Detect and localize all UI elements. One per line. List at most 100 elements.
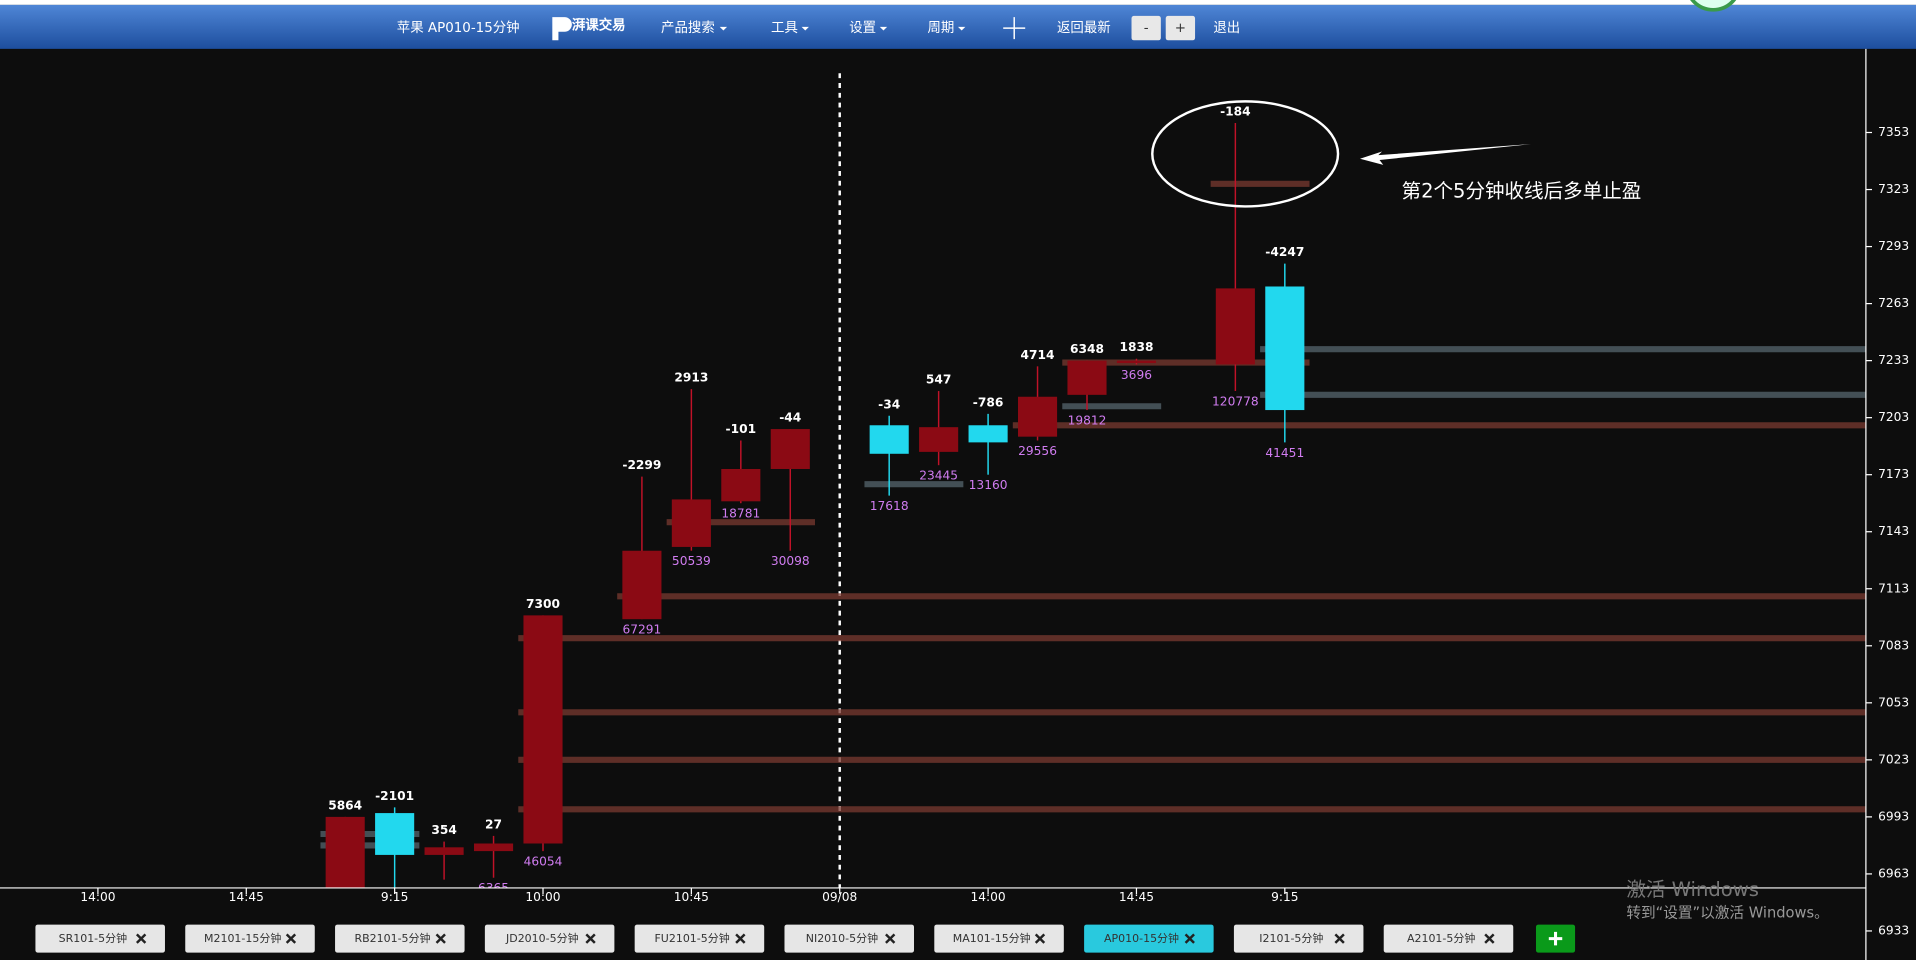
x-tick-label: 14:00	[971, 890, 1006, 904]
tab[interactable]	[484, 924, 615, 953]
plot: 5864 -2101 354 27 6365 7300 46054 -2299 67291 291…	[320, 73, 1866, 888]
y-tick-label: 6963	[1878, 866, 1909, 880]
tab-close[interactable]	[285, 933, 297, 944]
bottom-label: 46054	[524, 855, 563, 869]
tab[interactable]	[335, 924, 465, 953]
top-label: -2299	[622, 458, 661, 472]
caret	[958, 26, 966, 31]
candle-body	[1067, 360, 1107, 395]
tab-label: A2101-5分钟	[1407, 931, 1475, 945]
tab-label: NI2010-5分钟	[806, 931, 878, 945]
tab-close[interactable]	[735, 933, 746, 944]
x-tick-label: 9:15	[1271, 890, 1298, 904]
candle-body	[968, 425, 1008, 443]
candle-body	[671, 499, 711, 547]
candle-body	[424, 847, 464, 855]
tab-close[interactable]	[1034, 933, 1046, 944]
bottom-label: 50539	[672, 554, 711, 568]
y-tick-label: 7353	[1878, 125, 1909, 139]
candle-body	[919, 427, 959, 452]
top-label: 4714	[1021, 348, 1055, 362]
candle-body	[375, 813, 415, 855]
top-label: -184	[1220, 105, 1251, 119]
bottom-label: 18781	[721, 507, 760, 521]
highlight-ellipse	[1151, 100, 1340, 208]
top-label: 2913	[674, 371, 708, 385]
tab[interactable]	[1084, 924, 1214, 953]
add-icon	[1548, 931, 1563, 946]
y-tick-label: 7233	[1878, 353, 1909, 367]
menu-item[interactable]: 周期	[927, 20, 954, 36]
watermark: 激活 Windows	[1626, 878, 1758, 901]
bottom-label: 3696	[1121, 368, 1152, 382]
candle-body	[869, 425, 909, 454]
tab-close[interactable]	[135, 933, 147, 944]
bottom-label: 41451	[1265, 446, 1304, 460]
top-label: 354	[431, 823, 456, 837]
bottom-label: 17618	[870, 499, 909, 513]
plus-button[interactable]	[1165, 15, 1196, 41]
x-tick-label: 14:45	[229, 890, 264, 904]
tab[interactable]	[35, 924, 165, 953]
bottom-label: 23445	[919, 469, 958, 483]
tab-close[interactable]	[585, 933, 596, 944]
tab[interactable]	[934, 924, 1064, 953]
exit[interactable]: 退出	[1213, 20, 1240, 36]
bottom-label: 67291	[622, 623, 661, 637]
bottom-label: 30098	[771, 554, 810, 568]
tab-close[interactable]	[435, 933, 446, 944]
top-label: 27	[485, 817, 502, 831]
top-label: -34	[878, 397, 900, 411]
top-label: 5864	[328, 798, 362, 812]
y-tick-label: 7323	[1878, 182, 1909, 196]
top-label: 1838	[1119, 340, 1153, 354]
tab[interactable]	[1233, 924, 1364, 953]
logo-icon	[552, 17, 572, 41]
tab-label: JD2010-5分钟	[505, 931, 579, 945]
minus-button[interactable]	[1131, 15, 1161, 41]
candle-body	[622, 550, 662, 620]
x-tick-label: 10:00	[525, 890, 560, 904]
avatar[interactable]	[1686, 0, 1740, 12]
crosshair-icon[interactable]	[1003, 17, 1026, 40]
tab[interactable]	[185, 924, 315, 953]
x-tick-label: 09/08	[822, 890, 857, 904]
candle-body	[1116, 360, 1157, 364]
y-tick-label: 7143	[1878, 524, 1909, 538]
y-tick-label: 6993	[1878, 809, 1909, 823]
minus-label: -	[1144, 21, 1149, 36]
logo-text: 湃课交易	[572, 17, 626, 34]
menu-item[interactable]: 设置	[849, 20, 876, 36]
y-tick-label: 7203	[1878, 410, 1909, 424]
candle-body	[474, 843, 514, 852]
candle-body	[721, 468, 761, 502]
tab-close[interactable]	[1334, 933, 1345, 944]
annotation: 第2个5分钟收线后多单止盈	[1402, 179, 1642, 202]
menu-item[interactable]: 产品搜索	[661, 20, 715, 36]
x-tick-label: 14:00	[80, 890, 115, 904]
tab[interactable]	[1383, 924, 1514, 953]
back-latest[interactable]: 返回最新	[1057, 20, 1111, 36]
candle-body	[1017, 396, 1058, 437]
tab-close[interactable]	[1484, 933, 1495, 944]
header-title: 苹果 AP010-15分钟	[397, 19, 520, 36]
tab-label: I2101-5分钟	[1259, 931, 1323, 945]
y-tick-label: 7173	[1878, 467, 1909, 481]
top-label: -4247	[1265, 245, 1304, 259]
overlay: 6933 6963 6993 7023 7053 7083 7113 7143 7173 7203…	[80, 125, 1909, 937]
menu-item[interactable]: 工具	[771, 21, 798, 36]
x-tick-label: 14:45	[1119, 890, 1154, 904]
bottom-label: 13160	[969, 478, 1008, 492]
tab-label: SR101-5分钟	[59, 931, 128, 945]
tab[interactable]	[784, 924, 915, 953]
tab-close[interactable]	[885, 933, 896, 944]
top-label: 6348	[1070, 342, 1104, 356]
top-label: -44	[779, 411, 801, 425]
arrow	[1360, 144, 1532, 165]
tab-close[interactable]	[1184, 933, 1195, 944]
caret	[801, 26, 809, 31]
tab[interactable]	[634, 924, 765, 953]
candle-body	[325, 816, 365, 888]
candle-body	[1265, 286, 1305, 411]
